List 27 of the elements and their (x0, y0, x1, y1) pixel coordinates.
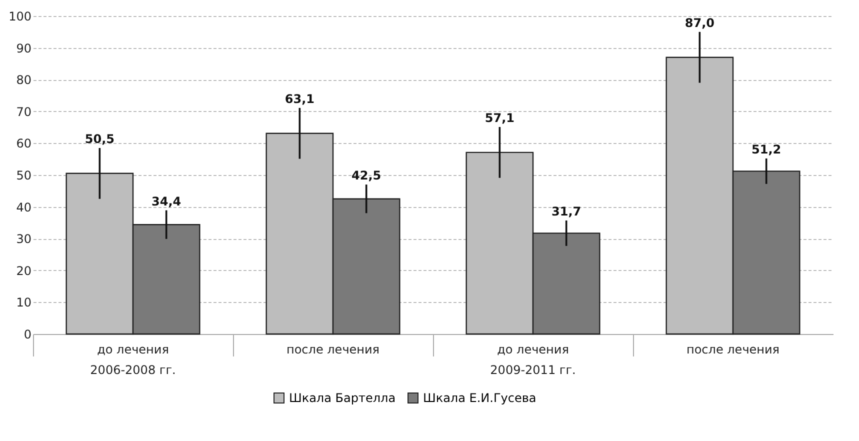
y-tick-label: 60 (16, 136, 32, 151)
data-label: 34,4 (152, 194, 182, 208)
legend-label: Шкала Е.И.Гусева (423, 391, 536, 405)
y-tick-label: 50 (16, 168, 32, 182)
y-tick-label: 90 (16, 41, 32, 56)
text: 2006-2008 гг. (90, 363, 176, 377)
y-tick-label: 80 (16, 73, 32, 88)
y-tick-label: 30 (16, 232, 32, 246)
data-label: 50,5 (84, 132, 114, 146)
x-tick-label: после лечения (686, 342, 780, 356)
y-tick-label: 40 (16, 200, 32, 214)
x-tick-label: после лечения (286, 342, 380, 356)
data-label: 51,2 (752, 142, 782, 156)
text: 2009-2011 гг. (490, 363, 576, 377)
y-tick-label: 0 (24, 328, 32, 342)
y-tick-label: 100 (8, 10, 32, 24)
y-tick-label: 10 (16, 296, 32, 310)
data-label: 42,5 (352, 168, 382, 183)
data-label: 63,1 (284, 92, 314, 106)
data-label: 31,7 (552, 204, 582, 218)
x-tick-label: до лечения (497, 342, 569, 356)
y-tick-label: 20 (16, 264, 32, 278)
data-label: 87,0 (684, 16, 714, 30)
data-label: 57,1 (484, 110, 514, 125)
x-tick-label: до лечения (97, 342, 169, 356)
y-tick-label: 70 (16, 104, 32, 119)
legend-label: Шкала Бартелла (289, 391, 396, 405)
